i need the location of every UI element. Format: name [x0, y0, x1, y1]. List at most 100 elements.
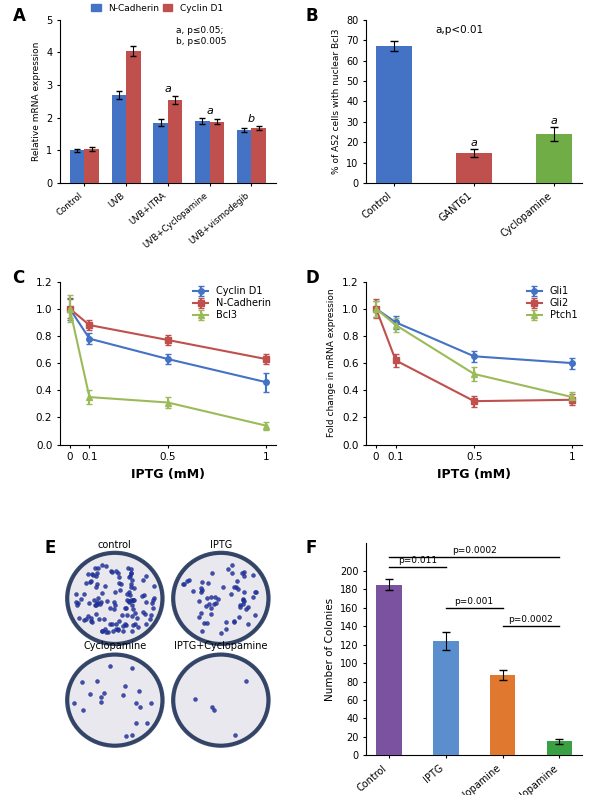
Text: E: E — [45, 539, 56, 557]
Point — [83, 568, 93, 580]
Point — [131, 696, 140, 709]
Bar — [85, 149, 99, 183]
Point — [137, 589, 147, 602]
Text: p=0.011: p=0.011 — [398, 556, 437, 565]
Point — [207, 701, 217, 714]
Point — [101, 626, 111, 638]
Point — [111, 622, 121, 635]
Point — [251, 586, 260, 599]
Point — [120, 618, 130, 630]
Ellipse shape — [172, 552, 269, 645]
Bar — [70, 150, 85, 183]
Point — [115, 615, 124, 627]
Point — [85, 688, 94, 700]
Point — [216, 626, 226, 639]
Point — [211, 596, 221, 609]
Point — [243, 600, 253, 613]
Point — [97, 691, 106, 704]
Point — [80, 588, 89, 601]
Point — [248, 568, 258, 581]
Text: b: b — [248, 114, 255, 124]
Point — [121, 602, 131, 615]
Point — [209, 598, 219, 611]
Point — [76, 593, 86, 606]
Text: A: A — [13, 7, 25, 25]
Point — [92, 578, 102, 591]
Legend: Cyclin D1, N-Cadherin, Bcl3: Cyclin D1, N-Cadherin, Bcl3 — [193, 286, 271, 320]
Point — [122, 619, 131, 631]
Point — [127, 567, 136, 580]
Bar — [168, 99, 182, 183]
Point — [149, 591, 159, 604]
Point — [87, 616, 97, 629]
Point — [202, 591, 212, 604]
Point — [250, 608, 260, 621]
Point — [130, 594, 139, 607]
Point — [116, 584, 125, 596]
Point — [237, 567, 247, 580]
Point — [241, 603, 251, 615]
Point — [109, 625, 118, 638]
Point — [107, 565, 116, 578]
Point — [209, 704, 219, 717]
Point — [125, 589, 134, 602]
Point — [83, 610, 92, 622]
Point — [146, 696, 156, 709]
Bar — [456, 153, 492, 183]
Point — [201, 600, 211, 613]
Legend: Gli1, Gli2, Ptch1: Gli1, Gli2, Ptch1 — [527, 286, 577, 320]
Point — [130, 607, 140, 619]
Bar — [376, 585, 401, 755]
Point — [92, 580, 101, 593]
Point — [227, 559, 236, 572]
Point — [197, 576, 207, 588]
Point — [110, 598, 120, 611]
Text: a, p≤0.05;
b, p≤0.005: a, p≤0.05; b, p≤0.005 — [176, 26, 227, 46]
Point — [92, 595, 101, 608]
Point — [221, 616, 230, 629]
Bar — [251, 128, 266, 183]
Point — [126, 563, 136, 576]
Point — [85, 576, 94, 588]
Point — [122, 608, 132, 621]
Point — [206, 607, 216, 620]
Point — [94, 613, 104, 626]
Point — [239, 595, 248, 608]
Bar — [126, 51, 141, 183]
Text: a: a — [164, 84, 171, 94]
Point — [127, 661, 136, 674]
Text: p=0.0002: p=0.0002 — [452, 546, 497, 555]
Point — [118, 619, 128, 632]
Point — [226, 588, 236, 600]
Bar — [209, 122, 224, 183]
Point — [90, 562, 100, 575]
Point — [131, 716, 141, 729]
Point — [130, 618, 139, 630]
Point — [100, 622, 110, 635]
Point — [197, 606, 206, 619]
Point — [73, 596, 83, 609]
Text: D: D — [306, 269, 320, 286]
Point — [86, 611, 95, 624]
Ellipse shape — [172, 653, 269, 747]
Point — [234, 611, 244, 623]
Point — [77, 676, 87, 688]
Text: B: B — [306, 7, 319, 25]
Point — [127, 593, 136, 606]
Point — [233, 583, 242, 595]
Point — [118, 624, 128, 637]
Point — [127, 574, 137, 587]
Point — [204, 597, 214, 610]
Point — [202, 617, 212, 630]
Point — [103, 626, 113, 638]
Bar — [536, 134, 572, 183]
Point — [97, 559, 107, 572]
Point — [139, 589, 148, 602]
Bar — [195, 121, 209, 183]
Point — [114, 576, 124, 589]
Point — [241, 675, 250, 688]
Point — [128, 599, 137, 611]
Text: p=0.001: p=0.001 — [455, 597, 494, 606]
Point — [235, 601, 245, 614]
Point — [106, 659, 115, 672]
